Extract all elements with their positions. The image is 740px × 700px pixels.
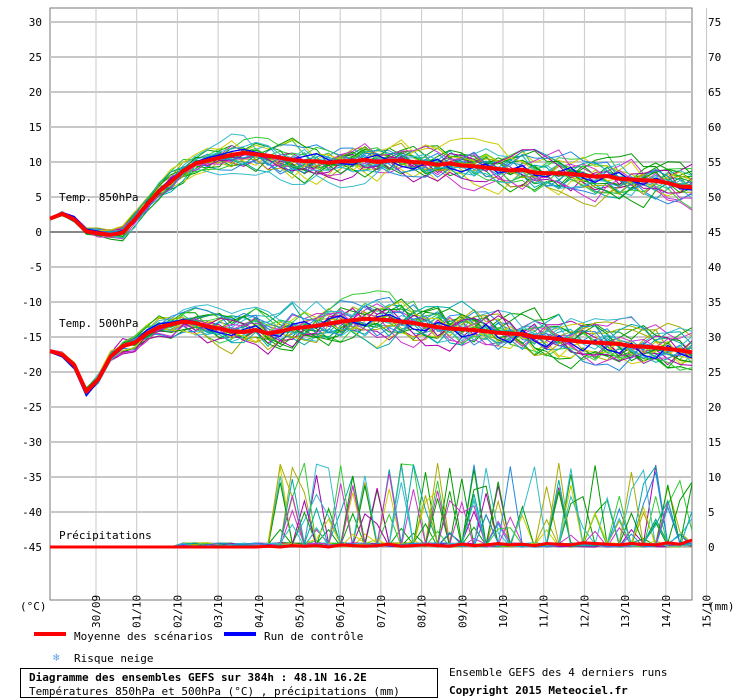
legend-control-swatch	[224, 632, 256, 636]
snowflake-icon: ❄	[53, 651, 60, 664]
date-tick-label: 04/10	[253, 595, 266, 628]
axis-ticks: 302520151050-5-10-15-20-25-30-35-40-4575…	[22, 16, 721, 628]
footer-title-box: Diagramme des ensembles GEFS sur 384h : …	[20, 668, 438, 698]
right-tick-label: 40	[708, 261, 721, 274]
left-tick-label: -5	[29, 261, 42, 274]
right-tick-label: 20	[708, 401, 721, 414]
right-tick-label: 35	[708, 296, 721, 309]
left-tick-label: -40	[22, 506, 42, 519]
footer-runs-note: Ensemble GEFS des 4 derniers runs	[449, 666, 668, 679]
footer-copyright: Copyright 2015 Meteociel.fr	[449, 684, 628, 697]
right-tick-label: 25	[708, 366, 721, 379]
control-line-t500	[49, 313, 693, 398]
member-line-t500	[49, 300, 693, 392]
member-line-t500	[49, 311, 693, 393]
date-tick-label: 14/10	[660, 595, 673, 628]
label-t850: Temp. 850hPa	[59, 191, 138, 204]
right-tick-label: 0	[708, 541, 715, 554]
right-tick-label: 5	[708, 506, 715, 519]
date-tick-label: 12/10	[578, 595, 591, 628]
date-tick-label: 10/10	[497, 595, 510, 628]
date-tick-label: 30/09	[90, 595, 103, 628]
left-tick-label: 0	[35, 226, 42, 239]
left-tick-label: -35	[22, 471, 42, 484]
main-series	[49, 148, 693, 549]
left-tick-label: 10	[29, 156, 42, 169]
right-tick-label: 15	[708, 436, 721, 449]
right-tick-label: 75	[708, 16, 721, 29]
date-tick-label: 06/10	[334, 595, 347, 628]
right-tick-label: 65	[708, 86, 721, 99]
legend-mean-label: Moyenne des scénarios	[74, 630, 214, 643]
left-tick-label: -10	[22, 296, 42, 309]
date-tick-label: 02/10	[171, 595, 184, 628]
date-tick-label: 08/10	[416, 595, 429, 628]
left-tick-label: -45	[22, 541, 42, 554]
member-line-t850	[49, 147, 693, 231]
date-tick-label: 07/10	[375, 595, 388, 628]
date-tick-label: 13/10	[619, 595, 632, 628]
date-tick-label: 05/10	[294, 595, 307, 628]
member-line-t850	[49, 133, 693, 236]
left-unit-label: (°C)	[20, 600, 47, 613]
left-tick-label: 30	[29, 16, 42, 29]
date-tick-label: 09/10	[456, 595, 469, 628]
right-tick-label: 30	[708, 331, 721, 344]
left-tick-label: -15	[22, 331, 42, 344]
member-line-t500	[49, 314, 693, 389]
left-tick-label: 5	[35, 191, 42, 204]
date-tick-label: 15/10	[701, 595, 714, 628]
label-precip: Précipitations	[59, 529, 152, 542]
right-tick-label: 55	[708, 156, 721, 169]
right-unit-label: (mm)	[708, 600, 735, 613]
mean-line-precip	[50, 538, 693, 549]
left-tick-label: -30	[22, 436, 42, 449]
member-line-t500	[49, 304, 693, 394]
legend-control-label: Run de contrôle	[264, 630, 364, 643]
mean-line-t500	[49, 316, 693, 394]
footer-title: Diagramme des ensembles GEFS sur 384h : …	[29, 671, 367, 684]
plot-area	[49, 7, 693, 601]
footer-subtitle: Températures 850hPa et 500hPa (°C) , pré…	[29, 685, 400, 698]
mean-line-t850	[49, 150, 693, 237]
left-tick-label: 25	[29, 51, 42, 64]
legend-snow-label: Risque neige	[74, 652, 154, 665]
legend-mean-swatch	[34, 632, 66, 636]
right-tick-label: 10	[708, 471, 721, 484]
left-tick-label: -20	[22, 366, 42, 379]
date-tick-label: 03/10	[212, 595, 225, 628]
right-tick-label: 60	[708, 121, 721, 134]
label-t500: Temp. 500hPa	[59, 317, 138, 330]
date-tick-label: 11/10	[538, 595, 551, 628]
right-tick-label: 45	[708, 226, 721, 239]
left-tick-label: 15	[29, 121, 42, 134]
date-tick-label: 01/10	[131, 595, 144, 628]
member-line-t850	[49, 142, 693, 240]
right-tick-label: 50	[708, 191, 721, 204]
left-tick-label: 20	[29, 86, 42, 99]
member-line-t850	[49, 149, 693, 234]
right-tick-label: 70	[708, 51, 721, 64]
left-tick-label: -25	[22, 401, 42, 414]
